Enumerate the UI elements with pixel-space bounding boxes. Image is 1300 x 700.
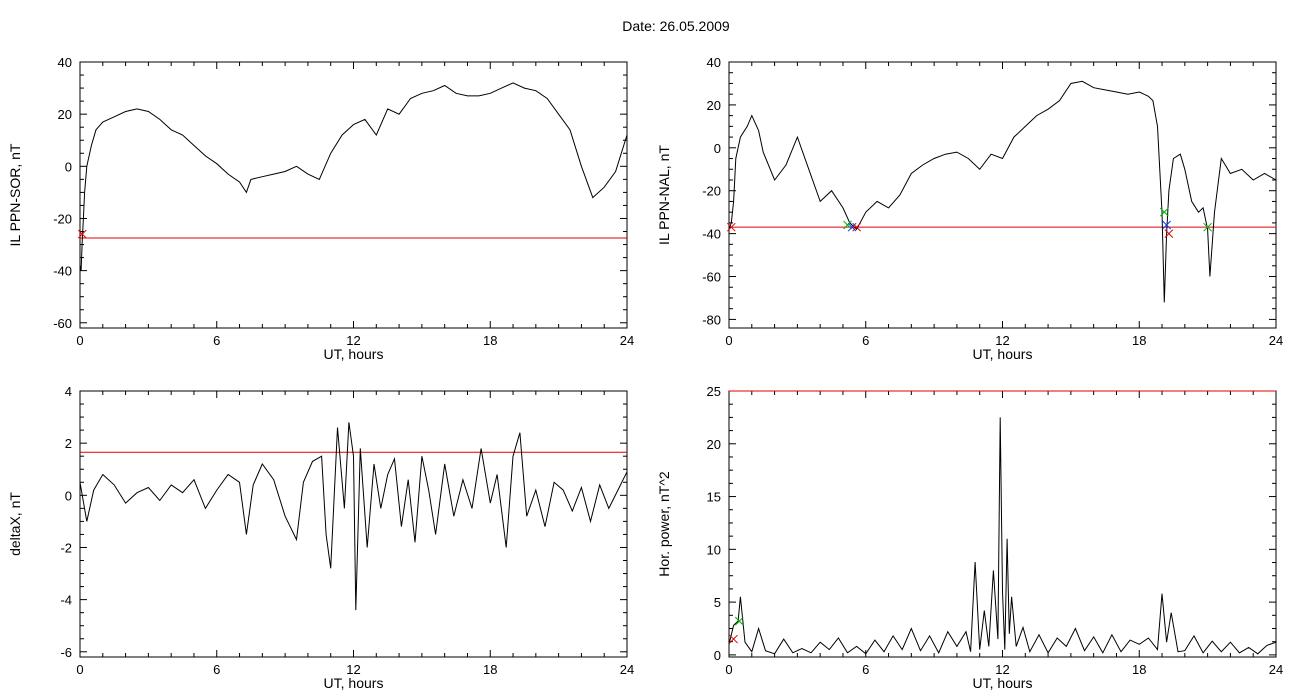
- x-tick-label: 24: [1269, 662, 1283, 677]
- x-tick-label: 6: [213, 333, 220, 348]
- x-tick-label: 18: [483, 662, 497, 677]
- x-tick-label: 24: [620, 662, 634, 677]
- x-tick-label: 6: [213, 662, 220, 677]
- y-tick-label: 15: [707, 490, 721, 505]
- event-marker: [734, 616, 744, 626]
- event-marker: [1203, 222, 1212, 232]
- panel-il-ppn-sor: 0 6 12 18 24 -60 -40 -20 0 20 40 UT, hours IL PPN-SO…: [7, 55, 634, 362]
- x-axis-label: UT, hours: [324, 675, 384, 691]
- series-line: [79, 422, 628, 611]
- x-tick-label: 18: [1132, 662, 1146, 677]
- x-tick-label: 12: [346, 662, 360, 677]
- y-tick-label: 2: [65, 436, 72, 451]
- y-axis-label: deltaX, nT: [7, 492, 23, 556]
- plot-frame: [79, 61, 628, 329]
- y-tick-label: -80: [702, 312, 721, 327]
- event-marker: [1162, 220, 1171, 230]
- plot-frame: [79, 390, 628, 658]
- y-tick-label: 40: [707, 55, 721, 70]
- x-tick-label: 24: [620, 333, 634, 348]
- plot-frame: [728, 390, 1277, 658]
- x-tick-label: 0: [725, 333, 732, 348]
- event-marker: [77, 229, 87, 239]
- figure-title: Date: 26.05.2009: [622, 18, 730, 34]
- y-axis-label: IL PPN-NAL, nT: [656, 145, 672, 245]
- y-tick-label: 25: [707, 384, 721, 399]
- event-marker: [847, 222, 857, 232]
- event-marker: [1159, 207, 1169, 217]
- y-tick-label: 40: [58, 55, 72, 70]
- y-tick-label: 0: [714, 648, 721, 663]
- y-tick-label: 0: [714, 141, 721, 156]
- y-tick-label: -60: [702, 270, 721, 285]
- x-tick-label: 6: [862, 333, 869, 348]
- series-line: [728, 417, 1277, 655]
- y-tick-label: 0: [65, 488, 72, 503]
- x-axis-label: UT, hours: [973, 675, 1033, 691]
- y-tick-label: -20: [53, 211, 72, 226]
- y-tick-label: 0: [65, 159, 72, 174]
- x-tick-label: 6: [862, 662, 869, 677]
- y-tick-label: -40: [702, 227, 721, 242]
- y-axis-label: Hor. power, nT^2: [656, 471, 672, 577]
- event-marker: [729, 634, 738, 644]
- series-line: [728, 80, 1277, 303]
- y-tick-label: 4: [65, 384, 72, 399]
- event-marker: [726, 222, 736, 232]
- y-tick-label: 10: [707, 542, 721, 557]
- y-axis-label: IL PPN-SOR, nT: [7, 143, 23, 246]
- series-line: [79, 82, 628, 271]
- y-tick-label: 20: [707, 98, 721, 113]
- y-tick-label: -6: [60, 645, 72, 660]
- x-tick-label: 0: [76, 662, 83, 677]
- panel-hor-power: 0 6 12 18 24 0 5 10 15 20 25 UT, hours Hor. power, n…: [656, 384, 1283, 691]
- x-tick-label: 18: [483, 333, 497, 348]
- y-tick-label: 20: [58, 107, 72, 122]
- event-marker: [1164, 229, 1174, 238]
- x-axis-label: UT, hours: [324, 346, 384, 362]
- y-tick-label: -40: [53, 264, 72, 279]
- event-marker: [852, 222, 861, 232]
- y-tick-label: -60: [53, 316, 72, 331]
- x-tick-label: 0: [76, 333, 83, 348]
- y-tick-label: -2: [60, 540, 72, 555]
- panel-il-ppn-nal: 0 6 12 18 24 -80 -60 -40 -20 0 20 40 UT, hours IL PPN…: [656, 55, 1283, 362]
- y-tick-label: -4: [60, 593, 72, 608]
- x-tick-label: 0: [725, 662, 732, 677]
- x-axis-label: UT, hours: [973, 346, 1033, 362]
- x-tick-label: 12: [995, 333, 1009, 348]
- x-tick-label: 18: [1132, 333, 1146, 348]
- y-tick-label: -20: [702, 184, 721, 199]
- x-tick-label: 12: [995, 662, 1009, 677]
- y-tick-label: 5: [714, 595, 721, 610]
- y-tick-label: 20: [707, 437, 721, 452]
- x-tick-label: 12: [346, 333, 360, 348]
- x-tick-label: 24: [1269, 333, 1283, 348]
- event-marker: [843, 220, 852, 230]
- plot-frame: [728, 61, 1277, 329]
